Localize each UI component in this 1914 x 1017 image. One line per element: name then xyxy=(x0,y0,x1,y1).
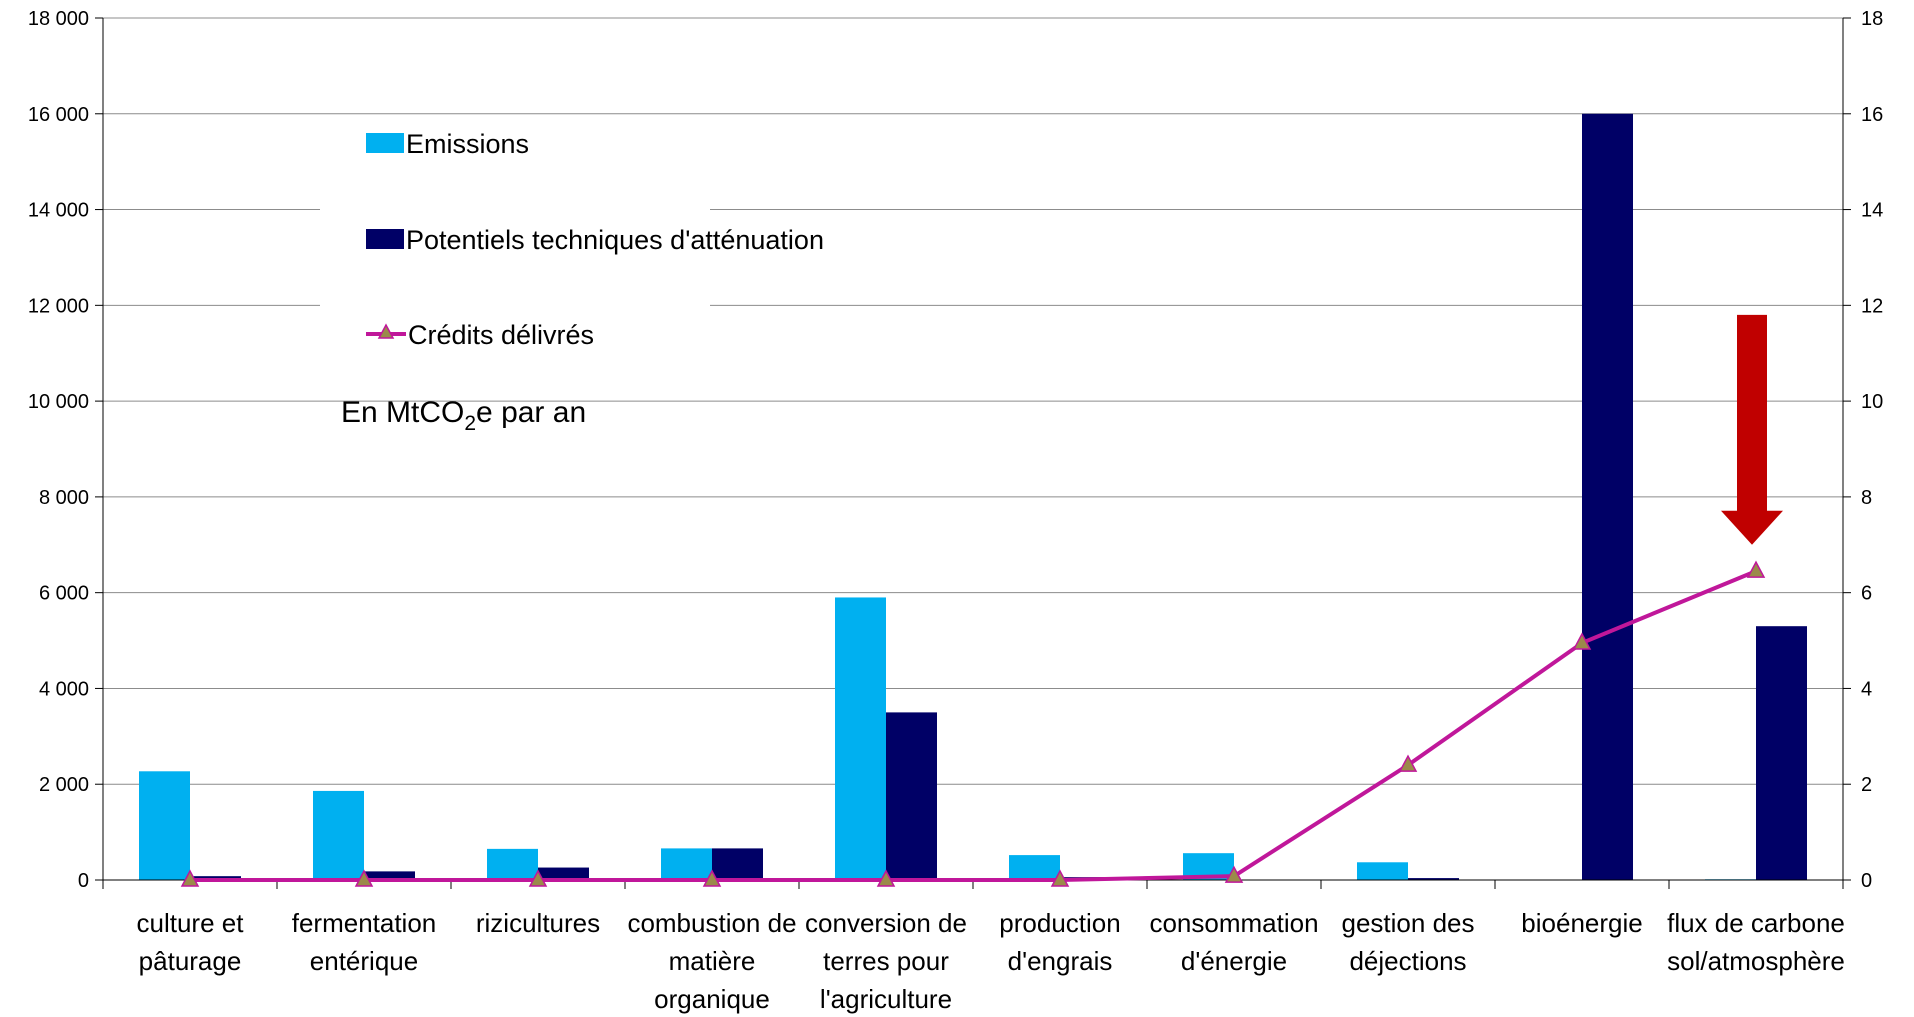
bar-potentiels xyxy=(364,871,415,880)
category-label: fermentation entérique xyxy=(292,908,437,976)
legend: Emissions Potentiels techniques d'atténu… xyxy=(320,115,824,400)
right-tick-label: 12 xyxy=(1861,295,1883,317)
legend-label-emissions: Emissions xyxy=(406,129,529,159)
left-tick-label: 4 000 xyxy=(39,678,89,700)
bar-emissions xyxy=(139,771,190,880)
legend-marker-credits xyxy=(377,323,395,339)
category-label-line: pâturage xyxy=(139,946,242,976)
category-label: gestion des déjections xyxy=(1342,908,1475,976)
credits-line-path xyxy=(190,569,1757,882)
unit-prefix: En MtCO xyxy=(341,396,464,429)
right-axis-ticks: 0 2 4 6 8 10 12 14 16 18 xyxy=(1861,8,1883,892)
bar-potentiels xyxy=(1582,113,1633,881)
bar-potentiels xyxy=(538,867,589,880)
legend-swatch-emissions xyxy=(366,133,404,153)
unit-suffix: e par an xyxy=(476,396,586,429)
category-label-line: gestion des xyxy=(1342,908,1475,938)
category-label: conversion de terres pour l'agriculture xyxy=(805,908,967,1014)
credits-marker xyxy=(876,869,896,887)
category-label: rizicultures xyxy=(476,908,600,938)
credits-marker xyxy=(1050,869,1070,887)
credits-marker xyxy=(180,869,200,887)
left-tick-label: 8 000 xyxy=(39,487,89,509)
category-label-line: matière xyxy=(669,946,756,976)
category-labels: culture et pâturage fermentation entérique r… xyxy=(137,908,1845,1014)
bar-emissions xyxy=(1009,855,1060,880)
right-tick-label: 6 xyxy=(1861,583,1872,605)
left-tick-label: 14 000 xyxy=(28,200,89,222)
right-tick-label: 4 xyxy=(1861,678,1872,700)
bar-emissions xyxy=(835,597,886,880)
category-label-line: production xyxy=(999,908,1120,938)
right-tick-label: 16 xyxy=(1861,104,1883,126)
category-label-line: sol/atmosphère xyxy=(1667,946,1845,976)
category-label-line: bioénergie xyxy=(1521,908,1642,938)
category-label-line: fermentation xyxy=(292,908,437,938)
credits-marker xyxy=(1746,560,1766,578)
credits-marker xyxy=(354,869,374,887)
left-tick-label: 12 000 xyxy=(28,295,89,317)
legend-swatch-potentiels xyxy=(366,229,404,249)
category-label-line: conversion de xyxy=(805,908,967,938)
category-label-line: l'agriculture xyxy=(820,984,952,1014)
unit-subscript: 2 xyxy=(464,412,476,435)
category-label-line: terres pour xyxy=(823,946,949,976)
category-label-line: flux de carbone xyxy=(1667,908,1845,938)
right-tick-label: 18 xyxy=(1861,8,1883,30)
bar-emissions xyxy=(313,790,364,880)
left-tick-label: 10 000 xyxy=(28,391,89,413)
right-tick-label: 2 xyxy=(1861,774,1872,796)
credits-marker xyxy=(1224,865,1244,883)
credits-marker xyxy=(528,869,548,887)
credits-marker xyxy=(1398,754,1418,772)
red-down-arrow xyxy=(1721,314,1783,545)
bar-emissions xyxy=(1357,862,1408,880)
bar-potentiels xyxy=(712,848,763,880)
right-tick-label: 10 xyxy=(1861,391,1883,413)
category-label-line: rizicultures xyxy=(476,908,600,938)
bar-potentiels xyxy=(886,712,937,880)
legend-label-credits: Crédits délivrés xyxy=(408,320,594,350)
left-tick-label: 0 xyxy=(78,870,89,892)
bar-emissions xyxy=(487,848,538,880)
category-label-line: entérique xyxy=(310,946,418,976)
left-tick-label: 18 000 xyxy=(28,8,89,30)
credits-marker xyxy=(702,869,722,887)
right-tick-label: 14 xyxy=(1861,200,1883,222)
category-label-line: culture et xyxy=(137,908,245,938)
category-label: flux de carbone sol/atmosphère xyxy=(1667,908,1845,976)
category-label: culture et pâturage xyxy=(137,908,245,976)
bar-potentiels xyxy=(1408,878,1459,880)
left-tick-label: 6 000 xyxy=(39,583,89,605)
category-label-line: d'engrais xyxy=(1008,946,1113,976)
credits-marker xyxy=(1572,632,1592,650)
legend-background xyxy=(320,115,710,400)
category-label-line: organique xyxy=(654,984,770,1014)
category-label: combustion de matière organique xyxy=(627,908,796,1014)
category-label: consommation d'énergie xyxy=(1149,908,1318,976)
category-label-line: consommation xyxy=(1149,908,1318,938)
category-label-line: déjections xyxy=(1349,946,1466,976)
red-arrow-shape xyxy=(1721,314,1783,545)
category-label: production d'engrais xyxy=(999,908,1120,976)
legend-label-potentiels: Potentiels techniques d'atténuation xyxy=(406,225,824,255)
bar-potentiels xyxy=(1756,626,1807,880)
category-label-line: d'énergie xyxy=(1181,946,1287,976)
category-label: bioénergie xyxy=(1521,908,1642,938)
right-tick-label: 8 xyxy=(1861,487,1872,509)
left-tick-label: 16 000 xyxy=(28,104,89,126)
category-label-line: combustion de xyxy=(627,908,796,938)
right-tick-label: 0 xyxy=(1861,870,1872,892)
bar-emissions xyxy=(661,848,712,880)
left-axis-ticks: 0 2 000 4 000 6 000 8 000 10 000 12 000 14 000 1… xyxy=(28,8,89,892)
credits-line xyxy=(180,560,1766,887)
left-tick-label: 2 000 xyxy=(39,774,89,796)
unit-label: En MtCO2e par an xyxy=(341,396,586,435)
bars xyxy=(139,113,1807,881)
